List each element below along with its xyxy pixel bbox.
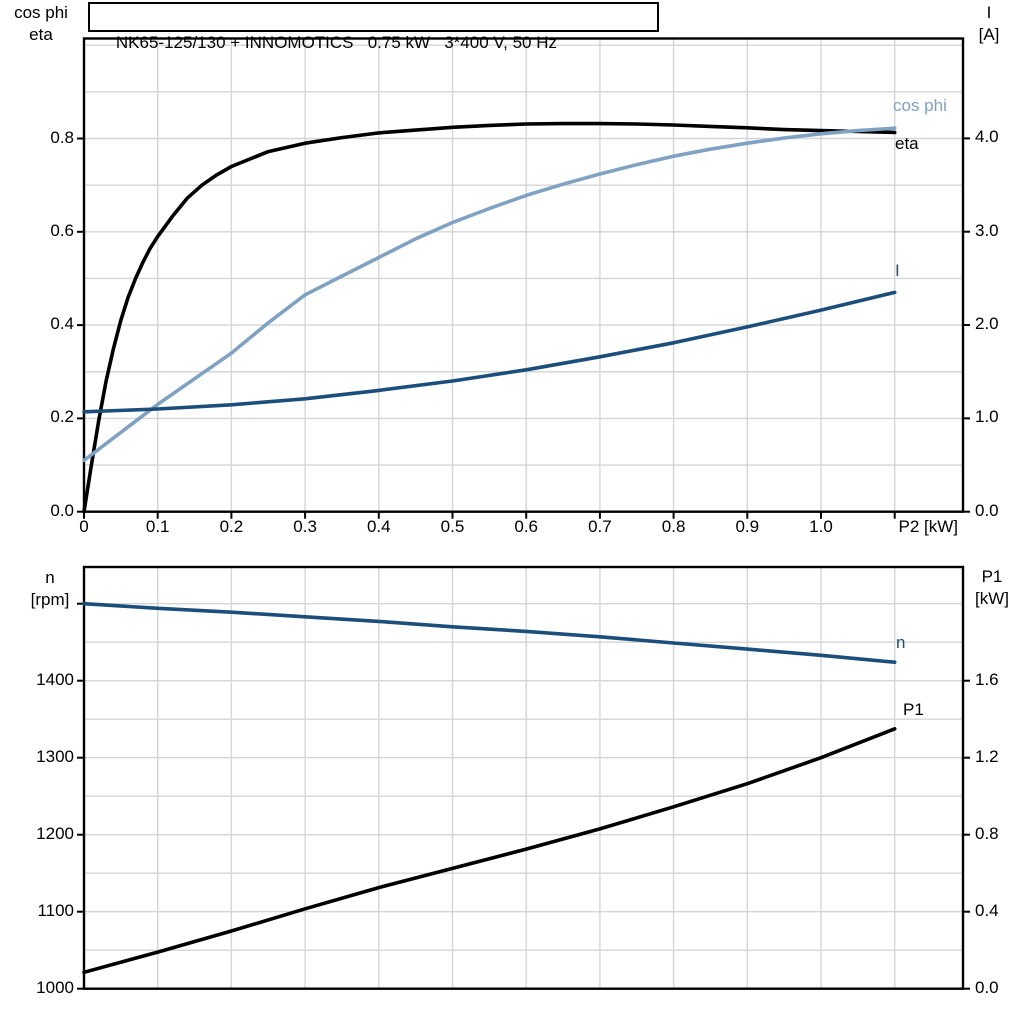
right-tick-label: 0.0 (975, 977, 999, 997)
input-power-curve-label: P1 (903, 700, 924, 719)
x-tick-label: 0.6 (514, 517, 538, 536)
left-tick-label: 1400 (36, 669, 74, 689)
right-tick-label: 1.2 (975, 746, 999, 766)
curve-p1 (82, 726, 897, 975)
x-tick-label: 0.2 (219, 517, 244, 536)
left-tick-label: 1000 (36, 977, 74, 997)
right-tick-label: 3.0 (975, 220, 999, 240)
curve-i (82, 290, 897, 414)
x-tick-label: 0.7 (588, 517, 612, 536)
top-left-axis-title: cos phi eta (2, 2, 80, 46)
eta-curve-label: eta (895, 134, 919, 153)
chart-title-box: NK65-125/130 + INNOMOTICS 0.75 kW 3*400 … (88, 2, 659, 52)
speed-curve-label: n (896, 633, 906, 652)
speed-axis-title-line2: [rpm] (30, 590, 70, 609)
x-tick-label: 0.8 (661, 517, 686, 536)
left-tick-label: 1200 (36, 823, 74, 843)
x-axis-title: P2 [kW] (898, 517, 958, 536)
left-tick-label: 0.8 (50, 127, 74, 147)
right-axis-title-line2: [A] (978, 25, 1000, 44)
x-tick-label: 0.5 (440, 517, 465, 536)
x-tick-label: 1.0 (809, 517, 833, 536)
bottom-right-axis-title: P1 [kW] (962, 566, 1022, 610)
right-axis-title-line1: I (986, 3, 992, 22)
right-tick-label: 0.8 (975, 823, 999, 843)
power-axis-title-line1: P1 (981, 567, 1003, 586)
chart-title: NK65-125/130 + INNOMOTICS 0.75 kW 3*400 … (115, 33, 558, 52)
right-tick-label: 1.6 (975, 669, 999, 689)
x-tick-label: 0.1 (145, 517, 170, 536)
curve-cos-phi (82, 126, 897, 463)
power-axis-title-line2: [kW] (975, 589, 1009, 608)
speed-axis-title-line1: n (45, 568, 55, 587)
x-tick-label: 0.3 (293, 517, 317, 536)
right-tick-label: 1.0 (975, 407, 999, 427)
left-axis-title-line1: cos phi (14, 3, 68, 22)
right-tick-label: 4.0 (975, 127, 999, 147)
curve-n (82, 601, 897, 665)
bottom-left-axis-title: n [rpm] (10, 567, 90, 611)
left-tick-label: 0.2 (50, 407, 74, 427)
left-tick-label: 0.0 (50, 500, 74, 520)
curve-eta (82, 121, 897, 514)
right-tick-label: 2.0 (975, 314, 999, 334)
cos-phi-curve-label: cos phi (893, 96, 947, 115)
current-curve-label: I (895, 261, 900, 280)
left-tick-label: 1100 (37, 900, 74, 920)
right-tick-label: 0.4 (975, 900, 999, 920)
x-tick-label: 0.4 (366, 517, 391, 536)
x-tick-label: 0 (79, 517, 89, 536)
left-axis-title-line2: eta (29, 25, 53, 44)
right-tick-label: 0.0 (975, 500, 999, 520)
x-tick-label: 0.9 (735, 517, 760, 536)
left-tick-label: 0.4 (50, 314, 74, 334)
top-right-axis-title: I [A] (960, 2, 1018, 46)
left-tick-label: 1300 (36, 746, 74, 766)
left-tick-label: 0.6 (50, 220, 74, 240)
